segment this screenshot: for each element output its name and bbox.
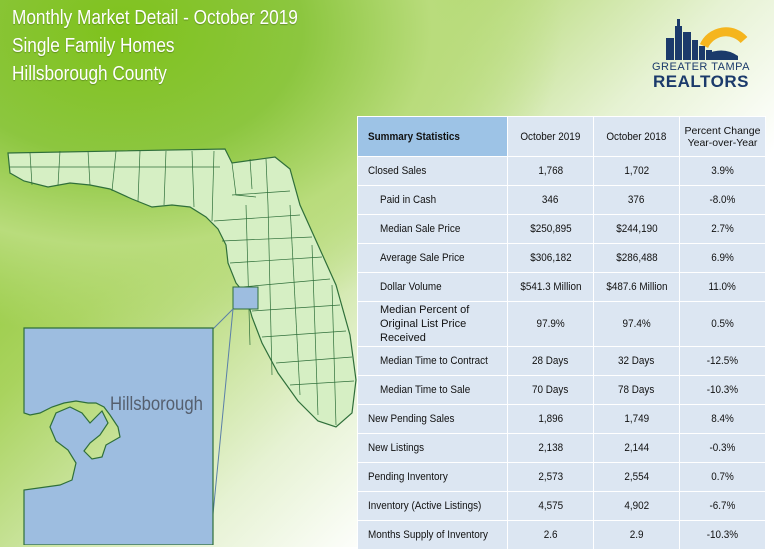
value-percent-change: 2.7% xyxy=(679,214,766,244)
value-october-2018: 1,702 xyxy=(593,156,680,186)
value-percent-change: -6.7% xyxy=(679,491,766,521)
table-row: Closed Sales 1,768 1,702 3.9% xyxy=(357,156,766,186)
table-row: New Listings 2,138 2,144 -0.3% xyxy=(357,433,766,463)
row-label: Median Time to Sale xyxy=(357,375,508,405)
hillsborough-highlight xyxy=(232,286,259,310)
row-label: Median Percent of Original List Price Re… xyxy=(357,301,508,347)
table-row: Median Percent of Original List Price Re… xyxy=(357,301,766,347)
table-row: New Pending Sales 1,896 1,749 8.4% xyxy=(357,404,766,434)
florida-map xyxy=(7,148,357,545)
value-october-2018: 4,902 xyxy=(593,491,680,521)
row-label: New Pending Sales xyxy=(357,404,508,434)
report-subtitle-property-type: Single Family Homes xyxy=(12,35,175,57)
value-october-2019: $541.3 Million xyxy=(507,272,594,302)
value-october-2019: $250,895 xyxy=(507,214,594,244)
value-october-2019: 4,575 xyxy=(507,491,594,521)
logo-line-1: GREATER TAMPA xyxy=(652,61,750,73)
row-label: Months Supply of Inventory xyxy=(357,520,508,550)
county-name-label: Hillsborough xyxy=(110,394,203,415)
value-percent-change: -10.3% xyxy=(679,375,766,405)
value-october-2018: 2.9 xyxy=(593,520,680,550)
hillsborough-county-shape xyxy=(23,327,214,545)
row-label: Median Time to Contract xyxy=(357,346,508,376)
value-october-2018: 97.4% xyxy=(593,301,680,347)
value-october-2019: $306,182 xyxy=(507,243,594,273)
header-summary-statistics: Summary Statistics xyxy=(357,116,508,157)
row-label: Pending Inventory xyxy=(357,462,508,492)
report-title: Monthly Market Detail - October 2019 xyxy=(12,7,298,29)
table-row: Inventory (Active Listings) 4,575 4,902 -6.… xyxy=(357,491,766,521)
value-october-2018: 2,554 xyxy=(593,462,680,492)
logo-line-2: REALTORS xyxy=(653,72,749,91)
row-label: Dollar Volume xyxy=(357,272,508,302)
value-percent-change: -12.5% xyxy=(679,346,766,376)
report-subtitle-county: Hillsborough County xyxy=(12,63,167,85)
value-percent-change: 0.7% xyxy=(679,462,766,492)
value-october-2019: 346 xyxy=(507,185,594,215)
value-percent-change: 0.5% xyxy=(679,301,766,347)
table-row: Paid in Cash 346 376 -8.0% xyxy=(357,185,766,215)
summary-statistics-table: Summary Statistics October 2019 October … xyxy=(357,116,766,550)
table-row: Median Time to Contract 28 Days 32 Days -12… xyxy=(357,346,766,376)
value-october-2018: 78 Days xyxy=(593,375,680,405)
value-october-2019: 97.9% xyxy=(507,301,594,347)
value-october-2018: 2,144 xyxy=(593,433,680,463)
report-title-block: Monthly Market Detail - October 2019 Sin… xyxy=(12,4,344,88)
row-label: Closed Sales xyxy=(357,156,508,186)
table-row: Pending Inventory 2,573 2,554 0.7% xyxy=(357,462,766,492)
value-percent-change: -0.3% xyxy=(679,433,766,463)
table-header-row: Summary Statistics October 2019 October … xyxy=(357,116,766,157)
table-row: Average Sale Price $306,182 $286,488 6.9% xyxy=(357,243,766,273)
value-october-2018: $286,488 xyxy=(593,243,680,273)
connector-line-bottom xyxy=(209,308,234,545)
greater-tampa-realtors-logo: GREATER TAMPA REALTORS xyxy=(646,16,756,96)
value-percent-change: -8.0% xyxy=(679,185,766,215)
table-row: Dollar Volume $541.3 Million $487.6 Millio… xyxy=(357,272,766,302)
table-row: Median Time to Sale 70 Days 78 Days -10.3% xyxy=(357,375,766,405)
value-percent-change: 8.4% xyxy=(679,404,766,434)
skyline-icon xyxy=(666,19,748,60)
row-label: Inventory (Active Listings) xyxy=(357,491,508,521)
value-october-2019: 2.6 xyxy=(507,520,594,550)
value-october-2018: 32 Days xyxy=(593,346,680,376)
value-october-2019: 2,138 xyxy=(507,433,594,463)
value-october-2018: 1,749 xyxy=(593,404,680,434)
county-borders xyxy=(10,150,355,426)
value-october-2018: $244,190 xyxy=(593,214,680,244)
value-percent-change: -10.3% xyxy=(679,520,766,550)
value-october-2018: 376 xyxy=(593,185,680,215)
value-percent-change: 3.9% xyxy=(679,156,766,186)
row-label: Median Sale Price xyxy=(357,214,508,244)
header-october-2018: October 2018 xyxy=(593,116,680,157)
value-percent-change: 6.9% xyxy=(679,243,766,273)
value-october-2019: 1,768 xyxy=(507,156,594,186)
value-october-2019: 2,573 xyxy=(507,462,594,492)
row-label: New Listings xyxy=(357,433,508,463)
header-october-2019: October 2019 xyxy=(507,116,594,157)
value-october-2019: 70 Days xyxy=(507,375,594,405)
value-october-2019: 28 Days xyxy=(507,346,594,376)
table-row: Median Sale Price $250,895 $244,190 2.7% xyxy=(357,214,766,244)
row-label: Paid in Cash xyxy=(357,185,508,215)
value-percent-change: 11.0% xyxy=(679,272,766,302)
connector-line-top xyxy=(212,308,234,330)
table-row: Months Supply of Inventory 2.6 2.9 -10.3% xyxy=(357,520,766,550)
row-label: Average Sale Price xyxy=(357,243,508,273)
value-october-2019: 1,896 xyxy=(507,404,594,434)
header-percent-change: Percent Change Year-over-Year xyxy=(679,116,766,157)
value-october-2018: $487.6 Million xyxy=(593,272,680,302)
